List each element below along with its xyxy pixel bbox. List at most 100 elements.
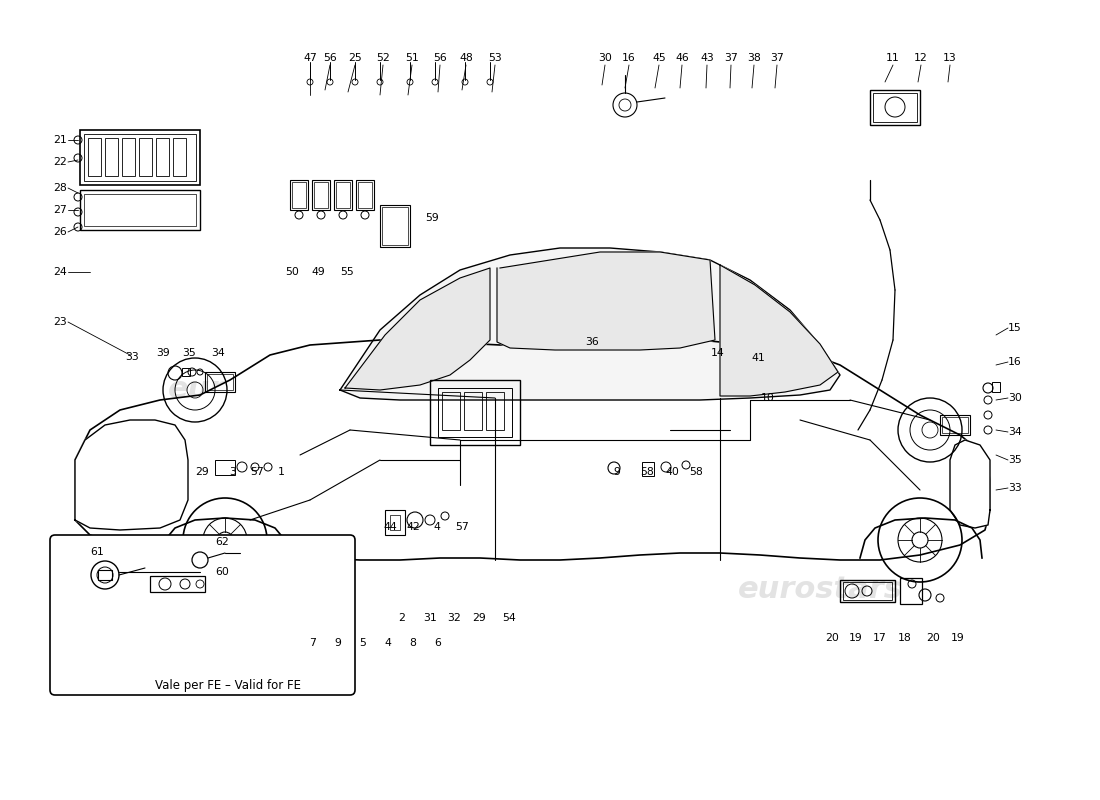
Bar	[486, 392, 504, 430]
Text: 60: 60	[216, 567, 229, 577]
Text: 9: 9	[334, 638, 341, 648]
Bar	[840, 580, 895, 602]
Text: 53: 53	[488, 53, 502, 63]
Text: 7: 7	[309, 638, 317, 648]
Text: 46: 46	[675, 53, 689, 63]
Text: 14: 14	[711, 348, 725, 358]
Bar	[98, 570, 112, 580]
Text: 39: 39	[156, 348, 169, 358]
Text: 15: 15	[1008, 323, 1022, 333]
Bar	[843, 582, 892, 600]
Text: 47: 47	[304, 53, 317, 63]
Text: 38: 38	[747, 53, 761, 63]
Text: 6: 6	[434, 638, 441, 648]
Text: 34: 34	[211, 348, 224, 358]
Text: 17: 17	[873, 633, 887, 643]
Bar	[334, 180, 352, 210]
Text: 62: 62	[216, 537, 229, 547]
Text: 56: 56	[323, 53, 337, 63]
Bar	[385, 510, 405, 535]
Bar	[992, 382, 1000, 392]
Text: 37: 37	[770, 53, 784, 63]
Bar	[873, 93, 917, 122]
Text: 35: 35	[183, 348, 196, 358]
Text: 9: 9	[614, 467, 620, 477]
Text: 56: 56	[433, 53, 447, 63]
Bar	[464, 392, 482, 430]
Bar	[379, 205, 410, 247]
Text: 61: 61	[90, 547, 103, 557]
Text: 58: 58	[640, 467, 653, 477]
Bar	[312, 180, 330, 210]
Text: 44: 44	[383, 522, 397, 532]
Text: 41: 41	[751, 353, 764, 363]
Text: 58: 58	[689, 467, 703, 477]
Text: 51: 51	[405, 53, 419, 63]
Text: 27: 27	[53, 205, 67, 215]
Text: 10: 10	[761, 393, 774, 403]
Polygon shape	[497, 252, 715, 350]
Text: 12: 12	[914, 53, 928, 63]
Text: 35: 35	[1008, 455, 1022, 465]
Text: 16: 16	[1008, 357, 1022, 367]
Text: 19: 19	[849, 633, 862, 643]
Bar	[942, 417, 968, 433]
Text: 8: 8	[409, 638, 417, 648]
Text: 50: 50	[285, 267, 299, 277]
Text: 21: 21	[53, 135, 67, 145]
Text: 30: 30	[598, 53, 612, 63]
Text: 18: 18	[898, 633, 912, 643]
Text: 32: 32	[447, 613, 461, 623]
Text: 19: 19	[952, 633, 965, 643]
Bar	[940, 415, 970, 435]
Text: 49: 49	[311, 267, 324, 277]
Text: 28: 28	[53, 183, 67, 193]
FancyBboxPatch shape	[50, 535, 355, 695]
Text: 40: 40	[666, 467, 679, 477]
Text: 26: 26	[53, 227, 67, 237]
Bar	[358, 182, 372, 208]
Bar	[438, 388, 512, 437]
Text: 33: 33	[1008, 483, 1022, 493]
Text: 24: 24	[53, 267, 67, 277]
Text: 42: 42	[406, 522, 420, 532]
Text: 54: 54	[502, 613, 516, 623]
Text: 43: 43	[700, 53, 714, 63]
Bar	[84, 194, 196, 226]
Text: 29: 29	[472, 613, 486, 623]
Bar	[122, 138, 135, 176]
Bar	[214, 460, 235, 475]
Text: 20: 20	[825, 633, 839, 643]
Bar	[430, 380, 520, 445]
Text: 29: 29	[195, 467, 209, 477]
Text: 48: 48	[459, 53, 473, 63]
Polygon shape	[75, 420, 188, 530]
Bar	[292, 182, 306, 208]
Polygon shape	[340, 248, 840, 400]
Text: 11: 11	[887, 53, 900, 63]
Text: eurostars: eurostars	[738, 575, 902, 605]
Text: 31: 31	[424, 613, 437, 623]
Bar	[80, 190, 200, 230]
Polygon shape	[345, 268, 490, 390]
Bar	[205, 372, 235, 392]
Bar	[290, 180, 308, 210]
Bar	[207, 374, 233, 390]
Bar	[182, 368, 190, 376]
Text: 5: 5	[360, 638, 366, 648]
Text: 37: 37	[724, 53, 738, 63]
Text: 4: 4	[433, 522, 440, 532]
Bar	[336, 182, 350, 208]
Polygon shape	[75, 338, 990, 560]
Text: eurostars: eurostars	[167, 375, 332, 405]
Text: eurostars: eurostars	[518, 375, 682, 405]
Bar	[139, 138, 152, 176]
Text: 57: 57	[250, 467, 264, 477]
Polygon shape	[950, 440, 990, 528]
Text: 20: 20	[926, 633, 939, 643]
Text: 2: 2	[398, 613, 406, 623]
Bar	[80, 130, 200, 185]
Bar	[900, 578, 922, 604]
Bar	[382, 207, 408, 245]
Bar	[870, 90, 920, 125]
